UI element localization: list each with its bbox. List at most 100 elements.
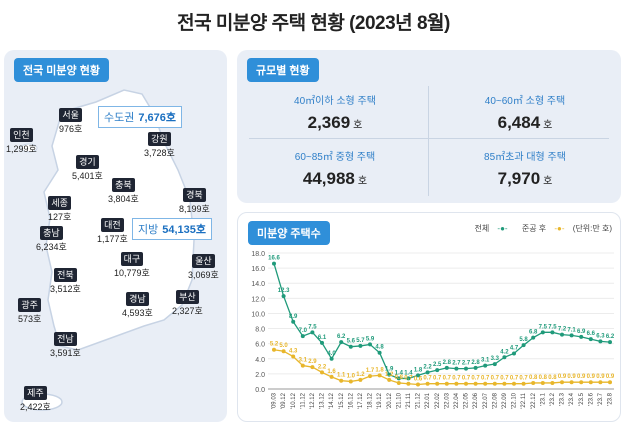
size-cell: 85㎡초과 대형 주택 7,970 호	[437, 148, 613, 189]
region-name: 서울	[59, 108, 82, 122]
series-total-point	[406, 376, 411, 381]
legend-completed-marker: -●-	[554, 224, 565, 233]
series-total-point	[339, 340, 344, 345]
series-completed-point	[368, 374, 372, 379]
x-tick-label: '23.7	[598, 392, 604, 405]
y-tick-label: 10.0	[251, 311, 265, 318]
series-completed-point	[425, 381, 430, 386]
series-completed-data-label: 0.9	[606, 374, 615, 380]
x-tick-label: '09.03	[272, 392, 278, 409]
region-incheon: 인천 1,299호	[6, 128, 37, 155]
series-completed-point	[377, 373, 382, 378]
series-total-data-label: 7.5	[308, 324, 317, 330]
series-completed-point	[588, 380, 593, 385]
x-tick-label: '22.07	[483, 392, 489, 409]
series-total-data-label: 2.8	[471, 360, 480, 366]
x-tick-label: '21.10	[396, 392, 402, 409]
series-completed-point	[454, 381, 459, 386]
series-total-data-label: 3.1	[481, 358, 490, 364]
series-completed-point	[406, 381, 411, 386]
region-seoul: 서울 976호	[59, 108, 82, 135]
series-total-data-label: 5.7	[356, 338, 365, 344]
series-total-data-label: 1.9	[385, 367, 394, 373]
series-total-data-label: 6.9	[577, 329, 586, 335]
series-completed-point	[550, 380, 555, 385]
capital-label: 수도권	[104, 112, 135, 124]
series-total-data-label: 8.9	[289, 314, 298, 320]
chart-panel: 미분양 주택수 전체 -●- 준공 후 -●- (단위:만 호) 0.0 2.0 4…	[237, 212, 621, 422]
series-total-data-label: 4.7	[510, 345, 519, 351]
series-total-data-label: 5.6	[347, 339, 356, 345]
series-total-data-label: 4.0	[327, 351, 336, 357]
series-completed-point	[598, 380, 603, 385]
y-tick-label: 16.0	[251, 266, 265, 273]
series-completed-point	[396, 380, 401, 385]
y-tick-label: 6.0	[255, 342, 265, 349]
series-completed-point	[560, 380, 564, 385]
series-completed-data-label: 0.7	[462, 376, 471, 382]
series-completed-data-label: 0.8	[395, 375, 404, 381]
size-title: 40~60㎡ 소형 주택	[484, 96, 566, 107]
series-total-point	[358, 343, 363, 348]
legend-unit: (단위:만 호)	[572, 224, 612, 233]
series-completed-data-label: 1.2	[385, 372, 394, 378]
region-name: 전남	[54, 332, 77, 346]
x-tick-label: '23.5	[579, 392, 585, 405]
series-completed-point	[272, 347, 276, 352]
series-completed-data-label: 3.1	[299, 358, 308, 364]
series-total-point	[377, 350, 382, 355]
series-total-point	[435, 368, 440, 373]
x-tick-label: '09.12	[281, 392, 287, 409]
series-completed-data-label: 0.9	[596, 374, 605, 380]
size-cell: 40㎡이하 소형 주택 2,369 호	[247, 92, 423, 133]
series-completed-data-label: 0.6	[414, 376, 423, 382]
size-value-row: 2,369 호	[247, 113, 423, 133]
region-name: 대구	[120, 252, 144, 266]
series-total-point	[531, 335, 536, 340]
region-value: 3,804호	[108, 194, 139, 204]
series-total-point	[444, 365, 449, 370]
series-total-data-label: 7.0	[299, 328, 308, 334]
series-total-data-label: 5.8	[519, 337, 528, 343]
size-panel: 규모별 현황 40㎡이하 소형 주택 2,369 호 40~60㎡ 소형 주택 6…	[237, 50, 621, 203]
series-completed-point	[358, 377, 363, 382]
region-jeju: 제주 2,422호	[20, 386, 51, 413]
map-tag: 전국 미분양 현황	[14, 58, 109, 82]
x-tick-label: '20.12	[387, 392, 393, 409]
series-total-point	[310, 330, 315, 335]
region-value: 6,234호	[36, 242, 67, 252]
series-completed-data-label: 0.7	[452, 376, 461, 382]
line-chart: 0.0 2.0 4.0 6.0 8.0 10.0 12.0 14.0 16.0 18.0 '09.0…	[251, 251, 615, 409]
x-tick-label: '21.11	[406, 392, 412, 408]
series-completed-data-label: 5.2	[270, 342, 279, 348]
y-tick-label: 0.0	[255, 387, 265, 394]
region-name: 충북	[112, 178, 135, 192]
y-tick-label: 14.0	[251, 281, 265, 288]
region-jeonnam: 전남 3,591호	[50, 332, 81, 359]
series-total-point	[281, 294, 286, 299]
series-total-point	[608, 340, 612, 345]
series-completed-data-label: 0.7	[491, 376, 500, 382]
size-title: 60~85㎡ 중형 주택	[294, 152, 376, 163]
series-total-data-label: 2.8	[443, 360, 452, 366]
region-value: 573호	[18, 314, 42, 324]
region-value: 3,512호	[50, 284, 81, 294]
region-value: 3,069호	[188, 270, 219, 280]
series-total-point	[512, 351, 516, 356]
size-value-row: 7,970 호	[437, 169, 613, 189]
region-name: 강원	[148, 132, 171, 146]
series-completed-point	[310, 365, 315, 370]
region-gyeongbuk: 경북 8,199호	[179, 188, 210, 215]
size-value: 7,970	[497, 169, 541, 188]
x-tick-label: '22.05	[464, 392, 470, 409]
series-total-data-label: 6.1	[318, 335, 327, 341]
series-completed-point	[492, 381, 497, 386]
series-total-point	[569, 333, 574, 338]
series-completed-point	[444, 381, 449, 386]
series-total-data-label: 4.2	[500, 349, 509, 355]
region-gyeonggi: 경기 5,401호	[72, 155, 103, 182]
series-completed-point	[512, 381, 516, 386]
x-tick-label: '22.12	[531, 392, 537, 409]
series-completed-data-label: 5.0	[279, 343, 288, 349]
series-total-data-label: 7.5	[548, 324, 557, 330]
